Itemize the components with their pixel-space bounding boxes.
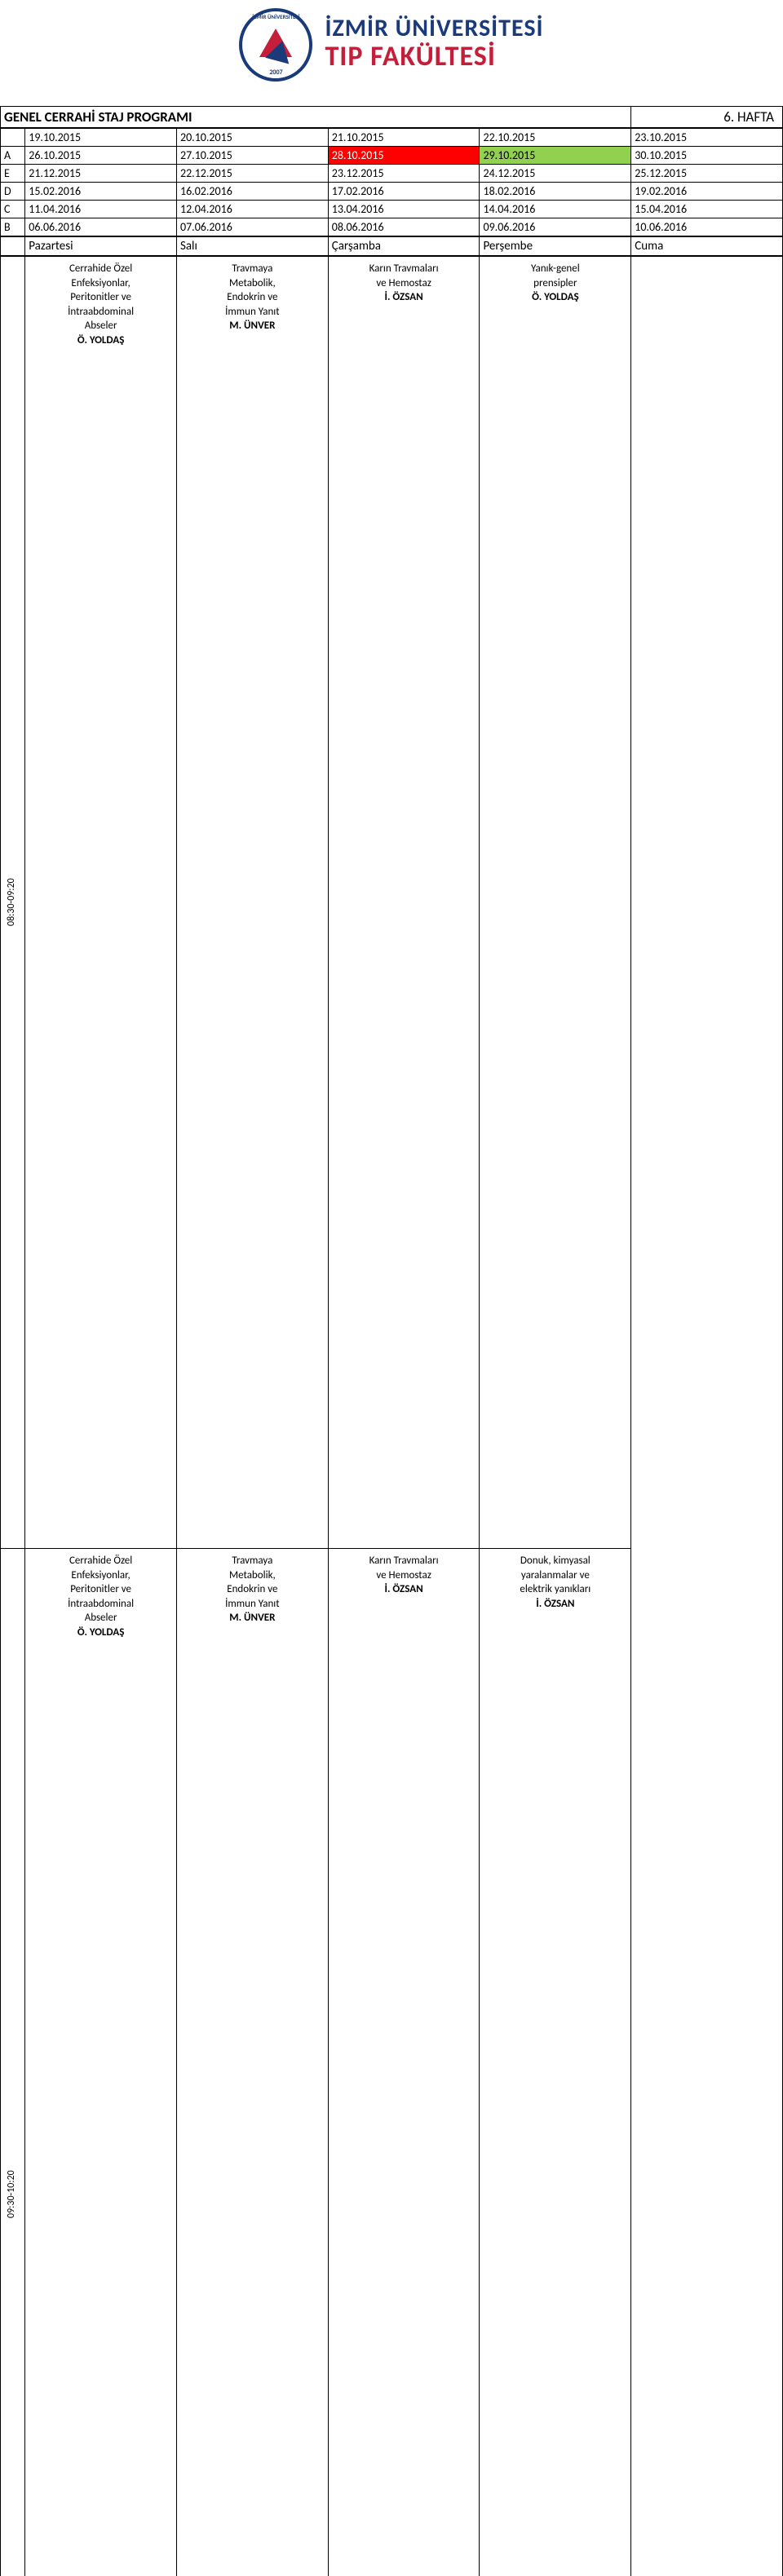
dates-table: 19.10.201520.10.201521.10.201522.10.2015… [0, 128, 783, 236]
slot-row: 08:30-09:20 Cerrahide ÖzelEnfeksiyonlar,… [1, 257, 783, 1549]
week-label: 6. HAFTA [631, 107, 783, 128]
date-cell: 22.12.2015 [176, 165, 328, 183]
logo-line1: İZMİR ÜNİVERSİTESİ [325, 16, 543, 41]
university-seal: İZMİR ÜNİVERSİTESİ 2007 [239, 8, 312, 82]
date-cell: 13.04.2016 [328, 201, 480, 218]
date-cell: 17.02.2016 [328, 183, 480, 201]
schedule-table: GENEL CERRAHİ STAJ PROGRAMI 6. HAFTA [0, 106, 783, 128]
date-cell: 07.06.2016 [176, 218, 328, 236]
date-cell: 25.12.2015 [631, 165, 783, 183]
date-cell: 29.10.2015 [480, 147, 631, 165]
date-cell: 28.10.2015 [328, 147, 480, 165]
logo-line2: TIP FAKÜLTESİ [325, 41, 543, 74]
date-cell: 08.06.2016 [328, 218, 480, 236]
cell: Donuk, kimyasalyaralanmalar veelektrik y… [480, 1549, 631, 2576]
cell: Karın Travmalarıve Hemostazİ. ÖZSAN [328, 257, 480, 1549]
date-cell: 18.02.2016 [480, 183, 631, 201]
date-cell: 23.12.2015 [328, 165, 480, 183]
date-cell: 21.10.2015 [328, 129, 480, 147]
cell: Yanık-genelprensiplerÖ. YOLDAŞ [480, 257, 631, 1549]
seal-year: 2007 [269, 68, 282, 77]
date-cell: 09.06.2016 [480, 218, 631, 236]
date-cell: 22.10.2015 [480, 129, 631, 147]
seal-top-text: İZMİR ÜNİVERSİTESİ [252, 13, 299, 20]
cell: Cerrahide ÖzelEnfeksiyonlar,Peritonitler… [25, 1549, 177, 2576]
date-cell: 26.10.2015 [25, 147, 177, 165]
day-tue: Salı [176, 237, 328, 256]
days-header-table: Pazartesi Salı Çarşamba Perşembe Cuma [0, 236, 783, 256]
date-cell: 30.10.2015 [631, 147, 783, 165]
schedule-body-table: 08:30-09:20 Cerrahide ÖzelEnfeksiyonlar,… [0, 256, 783, 2576]
date-cell: 19.10.2015 [25, 129, 177, 147]
group-label: B [1, 218, 25, 236]
date-cell: 21.12.2015 [25, 165, 177, 183]
cell: Karın Travmalarıve Hemostazİ. ÖZSAN [328, 1549, 480, 2576]
blank-corner [1, 237, 25, 256]
program-title: GENEL CERRAHİ STAJ PROGRAMI [1, 107, 631, 128]
group-label: A [1, 147, 25, 165]
day-thu: Perşembe [480, 237, 631, 256]
days-row: Pazartesi Salı Çarşamba Perşembe Cuma [1, 237, 783, 256]
exam-morning: PRATİK SINAV [631, 257, 783, 2576]
date-cell: 14.04.2016 [480, 201, 631, 218]
date-cell: 24.12.2015 [480, 165, 631, 183]
date-cell: 16.02.2016 [176, 183, 328, 201]
blank-group [1, 129, 25, 147]
time-0930: 09:30-10:20 [1, 1549, 25, 2576]
group-label: C [1, 201, 25, 218]
group-label: E [1, 165, 25, 183]
time-0830: 08:30-09:20 [1, 257, 25, 1549]
date-cell: 23.10.2015 [631, 129, 783, 147]
cell: TravmayaMetabolik,Endokrin veİmmun Yanıt… [176, 257, 328, 1549]
header-logo: İZMİR ÜNİVERSİTESİ 2007 İZMİR ÜNİVERSİTE… [0, 0, 783, 106]
date-cell: 11.04.2016 [25, 201, 177, 218]
date-cell: 15.04.2016 [631, 201, 783, 218]
date-cell: 06.06.2016 [25, 218, 177, 236]
day-wed: Çarşamba [328, 237, 480, 256]
date-cell: 27.10.2015 [176, 147, 328, 165]
cell: Cerrahide ÖzelEnfeksiyonlar,Peritonitler… [25, 257, 177, 1549]
date-cell: 20.10.2015 [176, 129, 328, 147]
date-cell: 12.04.2016 [176, 201, 328, 218]
group-label: D [1, 183, 25, 201]
day-mon: Pazartesi [25, 237, 177, 256]
cell: TravmayaMetabolik,Endokrin veİmmun Yanıt… [176, 1549, 328, 2576]
title-row: GENEL CERRAHİ STAJ PROGRAMI 6. HAFTA [1, 107, 783, 128]
date-cell: 15.02.2016 [25, 183, 177, 201]
day-fri: Cuma [631, 237, 783, 256]
date-cell: 19.02.2016 [631, 183, 783, 201]
date-cell: 10.06.2016 [631, 218, 783, 236]
